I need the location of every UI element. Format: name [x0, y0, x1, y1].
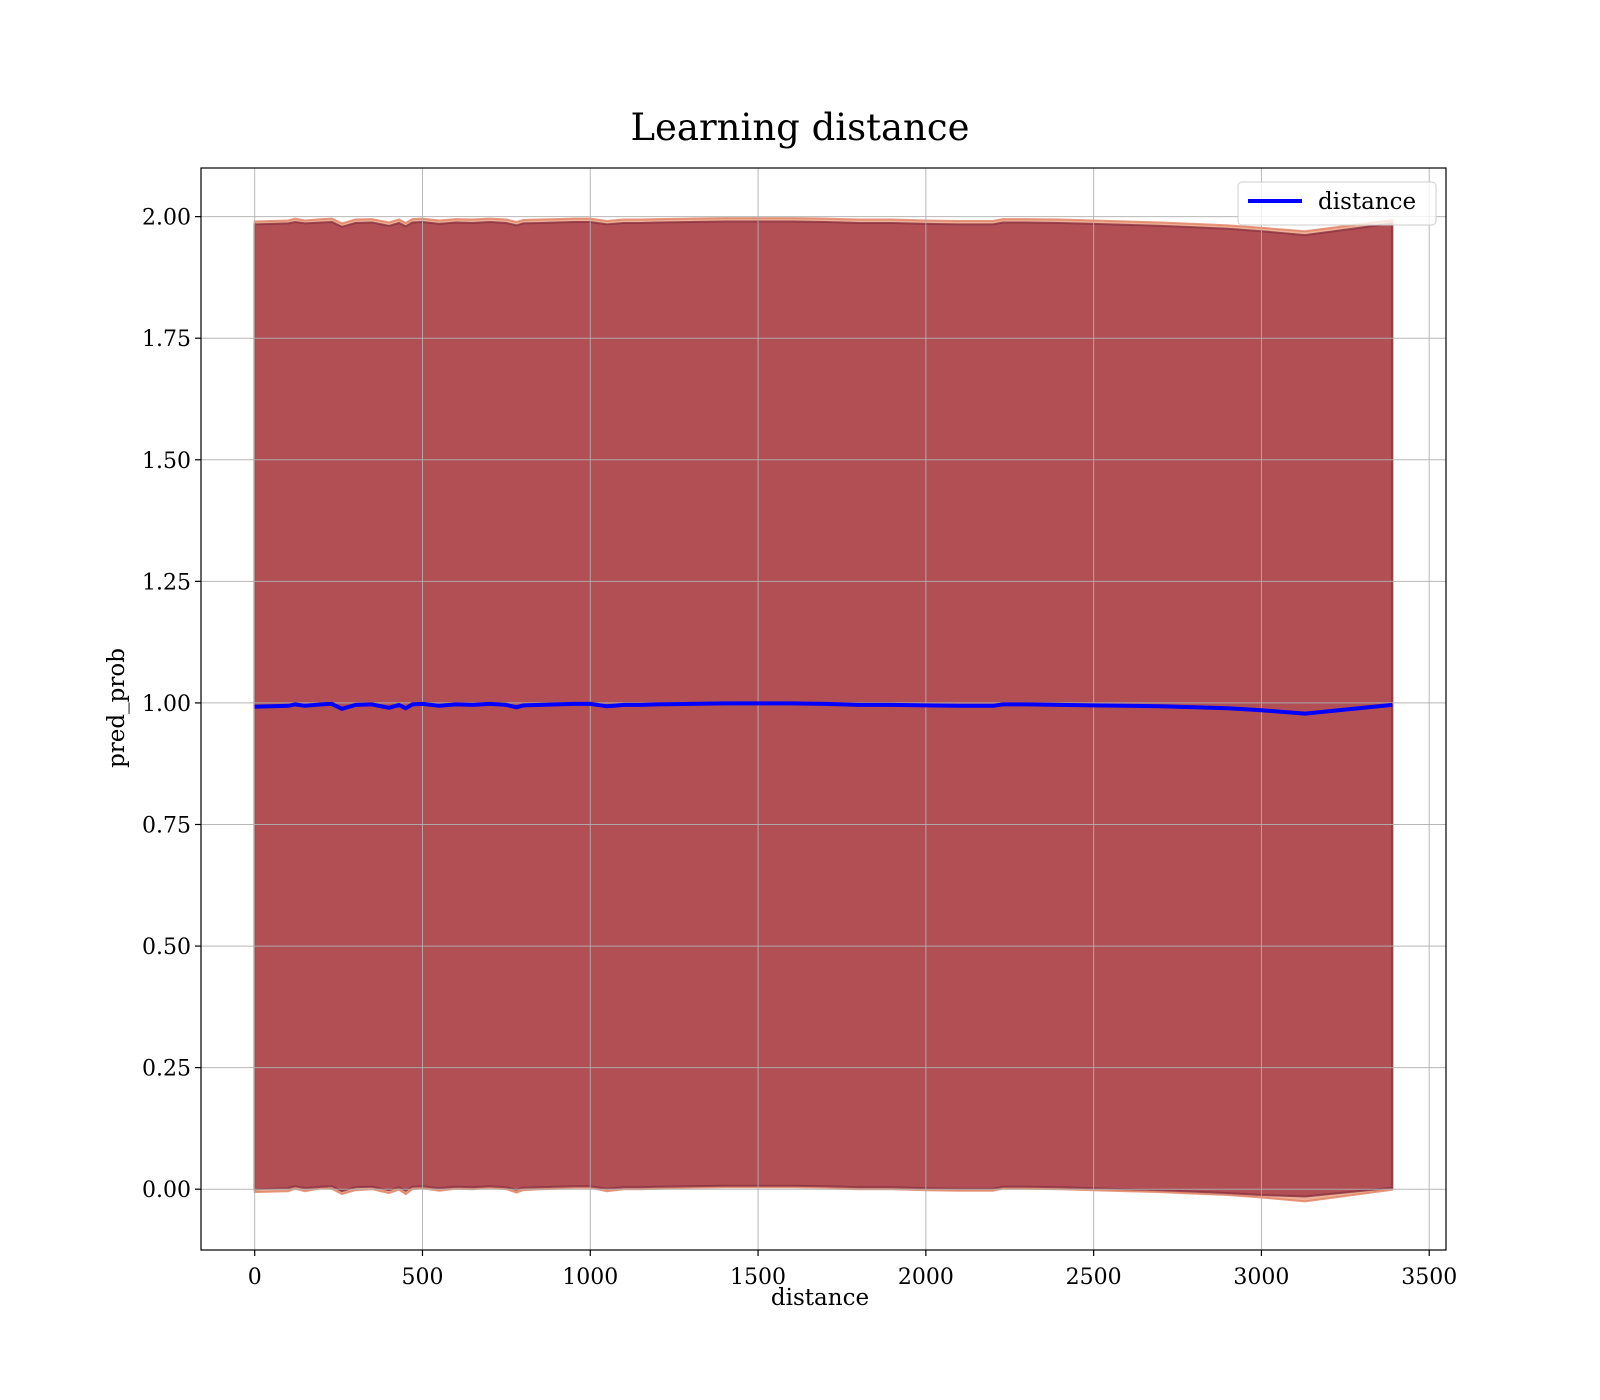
y-axis-label: pred_prob	[104, 648, 130, 768]
x-axis-label: distance	[771, 1285, 869, 1311]
grid-lines	[201, 168, 1446, 1250]
y-tick-label-8: 2.00	[142, 206, 191, 231]
confidence-bands	[253, 217, 1394, 1203]
x-tick-label-1: 500	[401, 1265, 443, 1290]
chart-title: Learning distance	[630, 106, 969, 149]
series-line-distance	[254, 701, 1393, 716]
legend-box	[1237, 181, 1437, 226]
y-tick-label-5: 1.25	[142, 570, 191, 595]
confidence-band-1	[253, 220, 1394, 1198]
legend-label-distance: distance	[1318, 189, 1416, 215]
x-tick-label-3: 1500	[730, 1265, 786, 1290]
x-tick-label-7: 3500	[1401, 1265, 1457, 1290]
x-tick-label-0: 0	[248, 1265, 262, 1290]
y-tick-label-7: 1.75	[142, 327, 191, 352]
x-tick-label-6: 3000	[1233, 1265, 1289, 1290]
series-lines	[254, 701, 1393, 716]
y-tick-label-1: 0.25	[142, 1057, 191, 1082]
x-tick-label-2: 1000	[562, 1265, 618, 1290]
y-tick-label-0: 0.00	[142, 1178, 191, 1203]
x-tick-label-5: 2500	[1066, 1265, 1122, 1290]
x-tick-label-4: 2000	[898, 1265, 954, 1290]
x-axis-ticks: 0 500 1000 1500 2000 2500 3000 3500	[248, 1250, 1457, 1290]
y-tick-label-2: 0.50	[142, 935, 191, 960]
y-tick-label-6: 1.50	[142, 449, 191, 474]
legend: distance	[1237, 181, 1437, 226]
y-tick-label-4: 1.00	[142, 692, 191, 717]
plot-frame	[200, 167, 1447, 1251]
y-tick-label-3: 0.75	[142, 813, 191, 838]
y-axis-ticks: 0.00 0.25 0.50 0.75 1.00 1.25 1.50 1.75 2.00	[142, 206, 201, 1203]
